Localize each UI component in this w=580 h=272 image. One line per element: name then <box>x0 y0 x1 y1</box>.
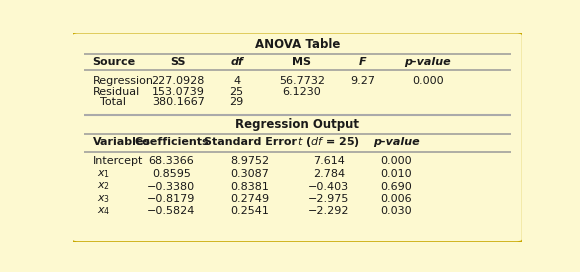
Text: 0.8595: 0.8595 <box>152 169 191 179</box>
Text: −0.3380: −0.3380 <box>147 182 195 191</box>
Text: 153.0739: 153.0739 <box>152 87 205 97</box>
Text: Residual: Residual <box>93 87 140 97</box>
Text: SS: SS <box>171 57 186 67</box>
Text: p-value: p-value <box>404 57 451 67</box>
Text: Total: Total <box>93 97 126 107</box>
FancyBboxPatch shape <box>71 32 523 243</box>
Text: df: df <box>230 57 243 67</box>
Text: −2.975: −2.975 <box>308 194 349 204</box>
Text: Intercept: Intercept <box>93 156 143 166</box>
Text: −0.8179: −0.8179 <box>147 194 195 204</box>
Text: 9.27: 9.27 <box>350 76 375 86</box>
Text: Coefficients: Coefficients <box>134 137 209 147</box>
Text: 0.030: 0.030 <box>380 206 412 216</box>
Text: 0.8381: 0.8381 <box>231 182 270 191</box>
Text: $x_2$: $x_2$ <box>97 181 110 193</box>
Text: 0.006: 0.006 <box>380 194 412 204</box>
Text: 25: 25 <box>230 87 244 97</box>
Text: Source: Source <box>93 57 136 67</box>
Text: $x_3$: $x_3$ <box>97 193 111 205</box>
Text: Variables: Variables <box>93 137 151 147</box>
Text: 29: 29 <box>230 97 244 107</box>
Text: 68.3366: 68.3366 <box>148 156 194 166</box>
Text: 7.614: 7.614 <box>313 156 345 166</box>
Text: 0.690: 0.690 <box>380 182 412 191</box>
Text: Regression: Regression <box>93 76 154 86</box>
Text: $x_4$: $x_4$ <box>97 205 111 217</box>
Text: $t$ ($df$ = 25): $t$ ($df$ = 25) <box>297 135 360 149</box>
Text: 0.000: 0.000 <box>380 156 412 166</box>
Text: −2.292: −2.292 <box>308 206 350 216</box>
Text: 0.010: 0.010 <box>380 169 412 179</box>
Text: 2.784: 2.784 <box>313 169 345 179</box>
Text: F: F <box>358 57 366 67</box>
Text: 6.1230: 6.1230 <box>282 87 321 97</box>
Text: 4: 4 <box>233 76 240 86</box>
Text: 0.2541: 0.2541 <box>231 206 270 216</box>
Text: 0.3087: 0.3087 <box>231 169 270 179</box>
Text: 380.1667: 380.1667 <box>152 97 205 107</box>
Text: 8.9752: 8.9752 <box>230 156 270 166</box>
Text: ANOVA Table: ANOVA Table <box>255 38 340 51</box>
Text: MS: MS <box>292 57 311 67</box>
Text: Regression Output: Regression Output <box>235 118 359 131</box>
Text: 227.0928: 227.0928 <box>151 76 205 86</box>
Text: 0.000: 0.000 <box>412 76 444 86</box>
Text: Standard Error: Standard Error <box>204 137 296 147</box>
Text: 56.7732: 56.7732 <box>279 76 325 86</box>
Text: p-value: p-value <box>373 137 419 147</box>
Text: −0.5824: −0.5824 <box>147 206 195 216</box>
Text: 0.2749: 0.2749 <box>230 194 270 204</box>
Text: $x_1$: $x_1$ <box>97 168 111 180</box>
Text: −0.403: −0.403 <box>308 182 349 191</box>
